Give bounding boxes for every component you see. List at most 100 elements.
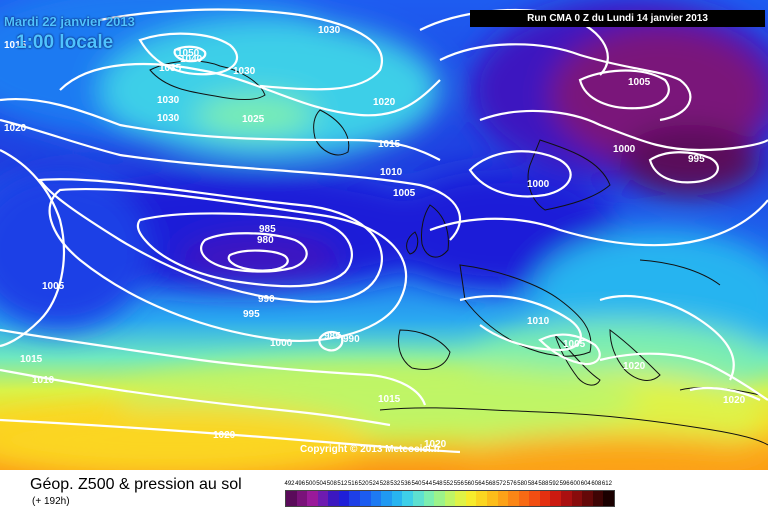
scale-swatch <box>423 491 435 506</box>
scale-swatch <box>582 491 593 506</box>
scale-value: 580 <box>517 481 528 487</box>
isobar-label: 1040 <box>180 54 203 65</box>
scale-swatch <box>571 491 583 506</box>
isobar-label: 1015 <box>4 40 27 51</box>
isobar-label: 1030 <box>157 95 180 106</box>
forecast-map: 1015 1030 1050 1040 1035 1030 1030 1030 1025 1020… <box>0 0 768 470</box>
isobar-label: 980 <box>257 235 274 246</box>
scale-value: 496 <box>295 481 306 487</box>
scale-value: 556 <box>453 481 464 487</box>
scale-value: 572 <box>496 481 507 487</box>
isobar-label: 985 <box>324 331 341 342</box>
isobar-label: 1000 <box>270 338 293 349</box>
scale-swatch <box>402 491 413 506</box>
scale-swatch <box>391 491 403 506</box>
scale-value: 532 <box>390 481 401 487</box>
isobar-label: 1005 <box>42 281 65 292</box>
scale-swatch <box>328 491 339 506</box>
scale-swatch <box>317 491 329 506</box>
forecast-date: Mardi 22 janvier 2013 <box>4 14 135 29</box>
scale-value: 568 <box>485 481 496 487</box>
geopotential-field <box>0 0 768 470</box>
scale-value: 500 <box>305 481 316 487</box>
scale-swatch <box>592 491 604 506</box>
scale-swatch <box>486 491 498 506</box>
isobar-label: 1035 <box>159 63 182 74</box>
forecast-step: (+ 192h) <box>32 496 70 507</box>
isobar-label: 1020 <box>373 97 396 108</box>
scale-swatch <box>434 491 445 506</box>
isobar-label: 1015 <box>378 139 401 150</box>
color-scale-labels: 492 496 500 504 508 512 516 520 524 528 532 536 540 5… <box>283 481 613 489</box>
isobar-label: 1010 <box>380 167 403 178</box>
color-scale-bar <box>285 490 615 507</box>
scale-swatch <box>465 491 477 506</box>
scale-swatch <box>412 491 424 506</box>
scale-value: 548 <box>432 481 443 487</box>
scale-swatch <box>307 491 318 506</box>
scale-swatch <box>561 491 572 506</box>
scale-value: 608 <box>591 481 602 487</box>
scale-swatch <box>349 491 361 506</box>
isobar-label: 995 <box>243 309 260 320</box>
scale-swatch <box>518 491 530 506</box>
scale-value: 564 <box>474 481 485 487</box>
scale-swatch <box>529 491 540 506</box>
isobar-label: 1010 <box>527 316 550 327</box>
run-info: Run CMA 0 Z du Lundi 14 janvier 2013 <box>470 10 765 27</box>
isobar-label: 1005 <box>563 339 586 350</box>
isobar-label: 1020 <box>213 430 236 441</box>
isobar-label: 985 <box>259 224 276 235</box>
isobar-label: 1020 <box>424 439 447 450</box>
isobar-label: 1030 <box>157 113 180 124</box>
scale-value: 540 <box>411 481 422 487</box>
coastlines <box>149 60 768 446</box>
scale-value: 576 <box>506 481 517 487</box>
scale-value: 600 <box>570 481 581 487</box>
isobar-label: 1030 <box>233 66 256 77</box>
scale-swatch <box>455 491 466 506</box>
isobar-label: 1000 <box>613 144 636 155</box>
scale-value: 584 <box>527 481 538 487</box>
scale-swatch <box>476 491 487 506</box>
scale-value: 592 <box>549 481 560 487</box>
scale-swatch <box>550 491 562 506</box>
scale-value: 596 <box>559 481 570 487</box>
scale-value: 536 <box>400 481 411 487</box>
scale-swatch <box>370 491 382 506</box>
scale-value: 552 <box>443 481 454 487</box>
isobar-label: 1015 <box>20 354 43 365</box>
isobar-label: 1000 <box>527 179 550 190</box>
scale-value: 528 <box>379 481 390 487</box>
scale-swatch <box>360 491 371 506</box>
scale-value: 492 <box>284 481 295 487</box>
isobar-label: 1020 <box>723 395 746 406</box>
scale-value: 612 <box>601 481 612 487</box>
scale-swatch <box>338 491 350 506</box>
scale-swatch <box>444 491 456 506</box>
scale-value: 604 <box>580 481 591 487</box>
scale-value: 512 <box>337 481 348 487</box>
scale-value: 520 <box>358 481 369 487</box>
product-title: Géop. Z500 & pression au sol <box>30 476 242 493</box>
isobar-label: 1020 <box>4 123 27 134</box>
scale-value: 544 <box>422 481 433 487</box>
isobar-label: 1020 <box>623 361 646 372</box>
scale-swatch <box>497 491 509 506</box>
isobar-label: 990 <box>343 334 360 345</box>
isobar-label: 1010 <box>32 375 55 386</box>
scale-value: 524 <box>369 481 380 487</box>
isobar-label: 1005 <box>393 188 416 199</box>
copyright: Copyright © 2013 Meteociel.fr <box>300 444 441 455</box>
isobar-label: 995 <box>688 154 705 165</box>
isobar-label: 1005 <box>628 77 651 88</box>
scale-value: 560 <box>464 481 475 487</box>
scale-swatch <box>286 491 297 506</box>
scale-swatch <box>603 491 614 506</box>
isobar-label: 1015 <box>378 394 401 405</box>
legend-footer: Géop. Z500 & pression au sol (+ 192h) 49… <box>0 470 768 512</box>
isobar-label: 990 <box>258 294 275 305</box>
scale-value: 504 <box>316 481 327 487</box>
forecast-time: 1:00 locale <box>16 32 114 53</box>
